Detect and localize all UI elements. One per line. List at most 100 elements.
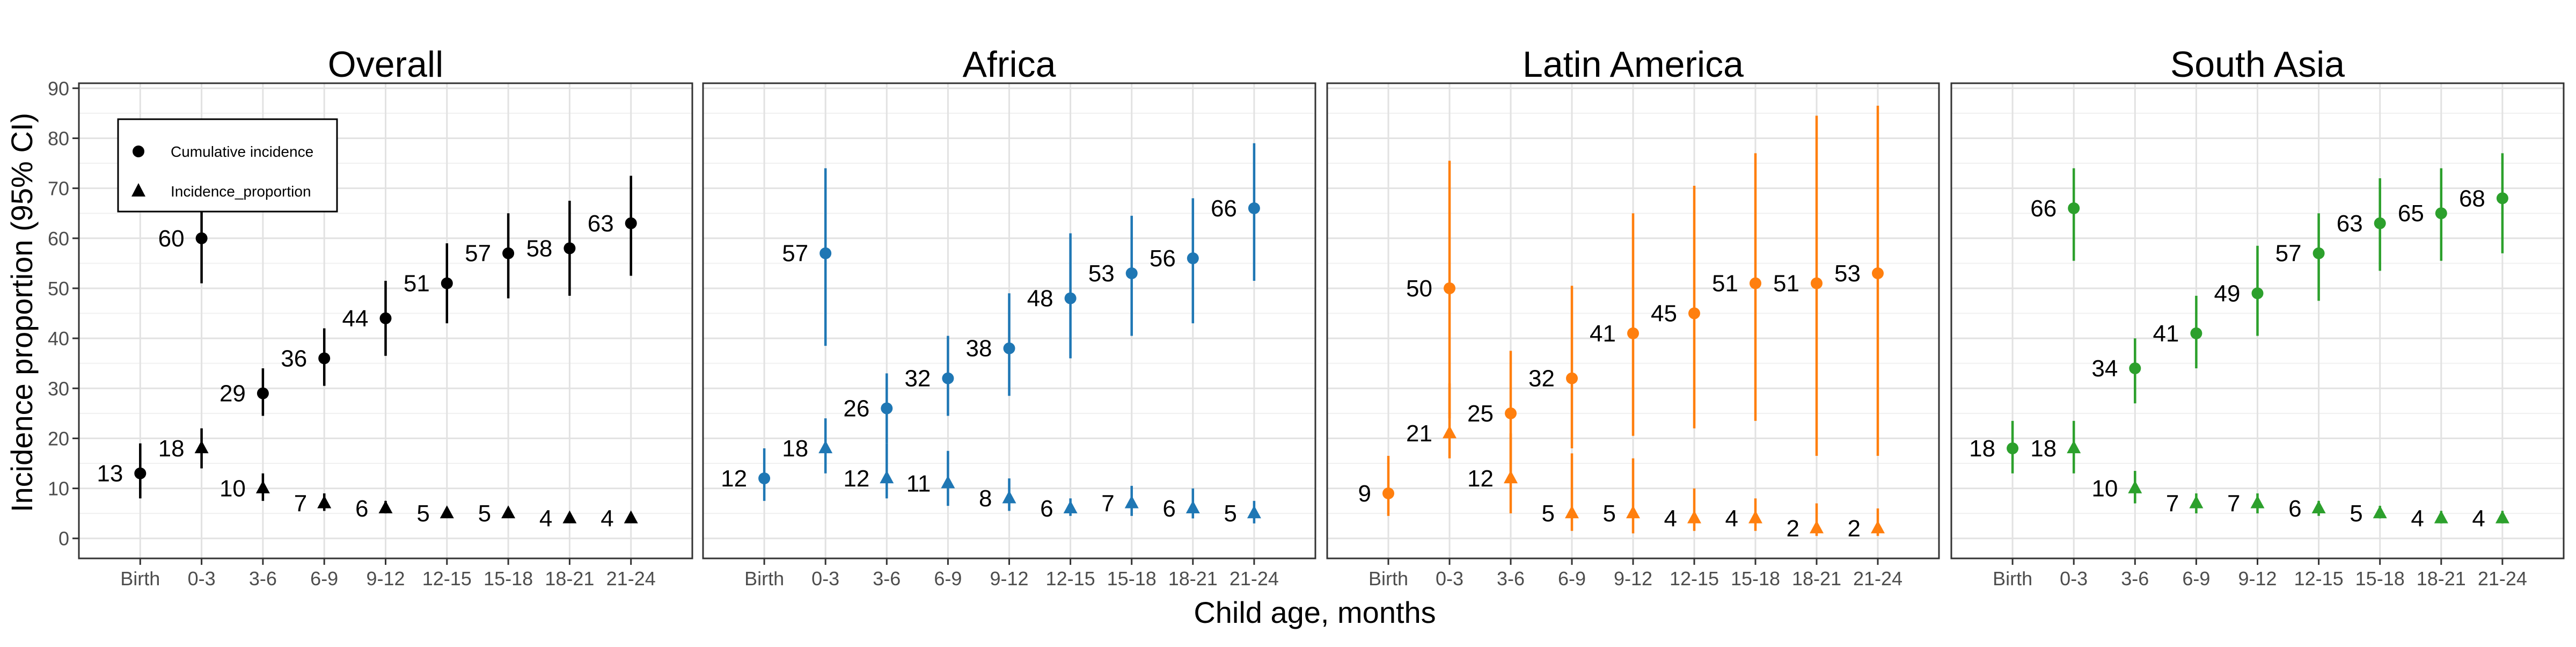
x-tick-label: Birth <box>744 568 784 590</box>
x-tick-label: 21-24 <box>606 568 656 590</box>
cumulative-incidence-point <box>819 247 832 259</box>
y-tick-label: 50 <box>48 278 69 300</box>
incidence-proportion-point <box>1247 505 1261 519</box>
data-label: 10 <box>2091 476 2118 502</box>
data-label: 49 <box>2214 280 2241 307</box>
data-label: 7 <box>1101 491 1114 517</box>
data-label: 10 <box>219 476 246 502</box>
data-label: 6 <box>2288 496 2301 522</box>
panel-title: Latin America <box>1523 44 1744 85</box>
x-tick-label: 21-24 <box>1853 568 1902 590</box>
cumulative-incidence-point <box>2007 442 2019 455</box>
legend: Cumulative incidence Incidence_proportion <box>117 118 338 213</box>
x-tick-label: Birth <box>1993 568 2032 590</box>
cumulative-incidence-point <box>1064 292 1077 304</box>
incidence-proportion-point <box>1810 520 1824 534</box>
x-tick-label: 0-3 <box>811 568 839 590</box>
x-tick-label: 12-15 <box>1046 568 1095 590</box>
panel-title: Africa <box>963 44 1056 85</box>
data-label: 60 <box>158 226 185 252</box>
incidence-proportion-point <box>1185 500 1200 513</box>
x-tick-label: Birth <box>1368 568 1408 590</box>
x-tick-label: 12-15 <box>422 568 472 590</box>
cumulative-incidence-point <box>1872 267 1884 279</box>
cumulative-incidence-point <box>758 472 771 484</box>
data-label: 44 <box>342 306 369 332</box>
y-tick-label: 90 <box>48 77 69 99</box>
data-label: 5 <box>478 500 491 527</box>
x-tick-label: 15-18 <box>1731 568 1780 590</box>
data-label: 68 <box>2459 185 2485 212</box>
legend-triangle-icon <box>131 183 145 197</box>
incidence-proportion-point <box>2373 505 2387 519</box>
data-label: 2 <box>1787 515 1799 542</box>
data-label: 5 <box>1224 500 1236 527</box>
incidence-proportion-point <box>880 470 894 484</box>
incidence-proportion-point <box>378 500 393 513</box>
cumulative-incidence-point <box>502 247 515 259</box>
panel-latin-america: Latin America Birth 0-3 3-6 6-9 9-12 12-15 15-1… <box>1326 44 1940 590</box>
incidence-proportion-point <box>2495 510 2509 524</box>
cumulative-incidence-point <box>625 217 637 229</box>
cumulative-incidence-point <box>318 352 331 365</box>
cumulative-incidence-point <box>1505 407 1517 419</box>
incidence-proportion-point <box>2189 495 2204 508</box>
cumulative-incidence-point <box>1003 342 1015 354</box>
data-label: 11 <box>906 470 931 497</box>
data-label: 6 <box>1040 496 1053 522</box>
incidence-proportion-point <box>194 440 209 454</box>
data-label: 5 <box>1603 500 1616 527</box>
data-label: 7 <box>294 491 307 517</box>
data-label: 36 <box>281 345 307 372</box>
data-label: 8 <box>979 485 992 512</box>
cumulative-incidence-point <box>257 387 269 399</box>
x-tick-label: 6-9 <box>934 568 962 590</box>
incidence-proportion-point <box>1504 470 1518 484</box>
data-label: 5 <box>2350 500 2362 527</box>
data-label: 58 <box>526 235 552 261</box>
cumulative-incidence-point <box>2129 362 2141 374</box>
x-tick-label: Birth <box>120 568 160 590</box>
cumulative-incidence-point <box>1750 277 1761 289</box>
x-tick-label: 0-3 <box>1436 568 1463 590</box>
incidence-proportion-point <box>1687 510 1701 524</box>
data-label: 12 <box>721 466 747 492</box>
data-label: 66 <box>1211 195 1237 222</box>
data-label: 21 <box>1406 420 1432 447</box>
data-label: 57 <box>465 241 491 267</box>
data-label: 34 <box>2091 355 2118 382</box>
x-axis-title: Child age, months <box>1194 595 1436 629</box>
data-label: 13 <box>97 461 123 487</box>
y-tick-label: 0 <box>58 528 69 550</box>
incidence-proportion-point <box>818 440 833 454</box>
incidence-proportion-point <box>1002 490 1016 504</box>
cumulative-incidence-point <box>2374 217 2386 229</box>
data-label: 51 <box>404 271 430 297</box>
y-tick-label: 80 <box>48 127 69 149</box>
legend-circle-icon <box>133 146 144 157</box>
panel-title: South Asia <box>2170 44 2345 85</box>
data-label: 41 <box>2153 321 2179 347</box>
data-label: 48 <box>1027 286 1053 312</box>
incidence-proportion-point <box>1565 505 1579 519</box>
data-label: 57 <box>2275 241 2302 267</box>
data-label: 5 <box>1542 500 1555 527</box>
data-label: 51 <box>1773 271 1799 297</box>
data-label: 45 <box>1651 301 1677 327</box>
incidence-proportion-point <box>1443 425 1457 439</box>
cumulative-incidence-point <box>881 402 893 415</box>
data-label: 18 <box>782 435 808 462</box>
data-label: 12 <box>1467 466 1494 492</box>
data-label: 63 <box>2337 210 2363 237</box>
data-label: 25 <box>1467 401 1494 427</box>
incidence-proportion-point <box>1063 500 1078 513</box>
x-tick-label: 18-21 <box>1168 568 1218 590</box>
x-tick-label: 12-15 <box>2294 568 2344 590</box>
panel-south-asia: South Asia Birth 0-3 3-6 6-9 9-12 12-15 15-18 18… <box>1950 44 2565 590</box>
cumulative-incidence-point <box>1187 252 1199 265</box>
data-label: 4 <box>539 505 552 532</box>
cumulative-incidence-point <box>2496 192 2508 205</box>
panel-overall: Overall Birth 0-3 3-6 6-9 9-12 12-15 15-18 18-21… <box>48 44 693 590</box>
data-label: 18 <box>158 435 185 462</box>
data-label: 6 <box>355 496 368 522</box>
